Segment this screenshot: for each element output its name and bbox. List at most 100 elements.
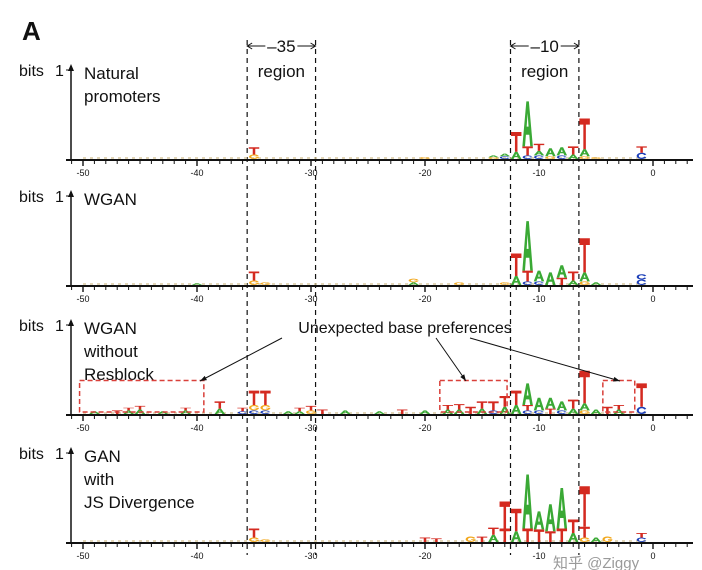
logo-stack [556,488,568,542]
logo-letter-A [545,148,556,157]
logo-letter-T [567,271,579,281]
logo-stack [613,405,625,414]
logo-letter-A [545,272,556,285]
logo-letter-C [534,155,544,159]
x-tick-label: -40 [190,551,203,561]
logo-letter-A [556,488,568,529]
logo-letter-C [522,155,533,159]
logo-letter-A [134,409,146,414]
logo-stack [157,411,169,414]
logo-letter-C [636,406,647,414]
logo-stack [545,272,556,285]
logo-stack [294,407,305,414]
logo-letter-A [488,534,499,542]
logo-stack [396,409,408,414]
x-tick-label: -10 [532,294,545,304]
logo-letter-A [180,410,191,414]
logo-letter-G [465,536,476,542]
logo-stack [453,404,465,414]
logo-letter-T [510,508,522,532]
y-axis-label: bits [19,446,44,463]
logo-stack [556,147,568,159]
logo-letter-A [522,474,533,529]
y-tick-label: 1 [55,318,64,335]
logo-letter-T [248,147,260,155]
logo-stack [636,274,647,285]
logo-stack [408,278,419,285]
logo-stack [545,504,556,542]
logo-letter-A [579,272,590,282]
arrowhead-icon [613,376,620,382]
logo-letter-T [636,533,647,538]
region-label: region [521,62,568,81]
panel-title-line: Natural [84,64,139,83]
x-tick-label: -20 [418,551,431,561]
logo-stack [591,157,601,159]
logo-letter-T [545,531,556,542]
logo-letter-A [533,511,545,530]
logo-letter-C [499,156,510,159]
logo-letter-A [214,408,226,414]
logo-letter-G [591,157,601,159]
logo-letter-T [567,519,579,533]
logo-letter-T [556,277,568,285]
region-label: region [258,62,305,81]
logo-letter-G [499,282,510,285]
logo-letter-C [636,274,647,280]
logo-panel-4: bits 1 -50 -40 -30 -20 -10 0 GAN with JS Divergenc… [19,446,693,561]
logo-stack [590,409,602,414]
logo-letter-A [499,153,511,157]
logo-letter-G [454,282,465,285]
y-axis-label: bits [19,189,44,206]
logo-letter-A [556,401,568,411]
logo-letter-G [602,536,613,542]
logo-letter-A [579,403,590,411]
logo-letter-A [510,405,522,414]
logo-letter-G [488,157,499,159]
logo-letter-T [488,527,499,535]
logo-letter-A [590,537,602,542]
logo-stack [522,101,533,159]
logo-letter-A [419,410,431,414]
logo-letter-C [556,155,567,159]
x-tick-label: -50 [76,294,89,304]
logo-letter-C [237,411,248,414]
y-axis-label: bits [19,318,44,335]
y-tick-label: 1 [55,189,64,206]
region-arrowheads [509,42,580,50]
y-axis-arrow-icon [68,447,74,454]
logo-stack [579,238,590,285]
logo-stack [522,383,533,414]
logo-letter-A [510,531,522,542]
logo-letter-C [260,410,271,414]
x-tick-label: -40 [190,423,203,433]
logo-letter-A [374,411,385,414]
y-tick-label: 1 [55,63,64,80]
label-bg [528,36,561,56]
logo-letter-T [396,409,408,414]
logo-stack [465,536,476,542]
logo-letter-T [248,390,260,405]
logo-letter-T [522,528,533,542]
region-arrowheads [246,42,317,50]
logo-stack [89,411,100,414]
logo-letter-G [306,410,316,414]
logo-letter-T [579,238,590,273]
logo-letter-A [510,276,522,285]
logo-stack [442,405,454,414]
logo-stack [214,401,226,414]
logo-letter-C [556,410,567,414]
logo-stack [499,153,511,159]
logo-letter-A [590,282,602,285]
logo-stack [636,533,647,542]
logo-letter-T [419,537,431,542]
logo-letter-A [408,282,419,285]
logo-letter-A [282,411,294,414]
x-tick-label: 0 [650,168,655,178]
logo-letter-T [499,528,511,542]
logo-letter-T [317,409,328,414]
logo-stack [510,132,522,159]
logo-letter-A [556,147,568,156]
logo-letter-T [465,406,476,414]
